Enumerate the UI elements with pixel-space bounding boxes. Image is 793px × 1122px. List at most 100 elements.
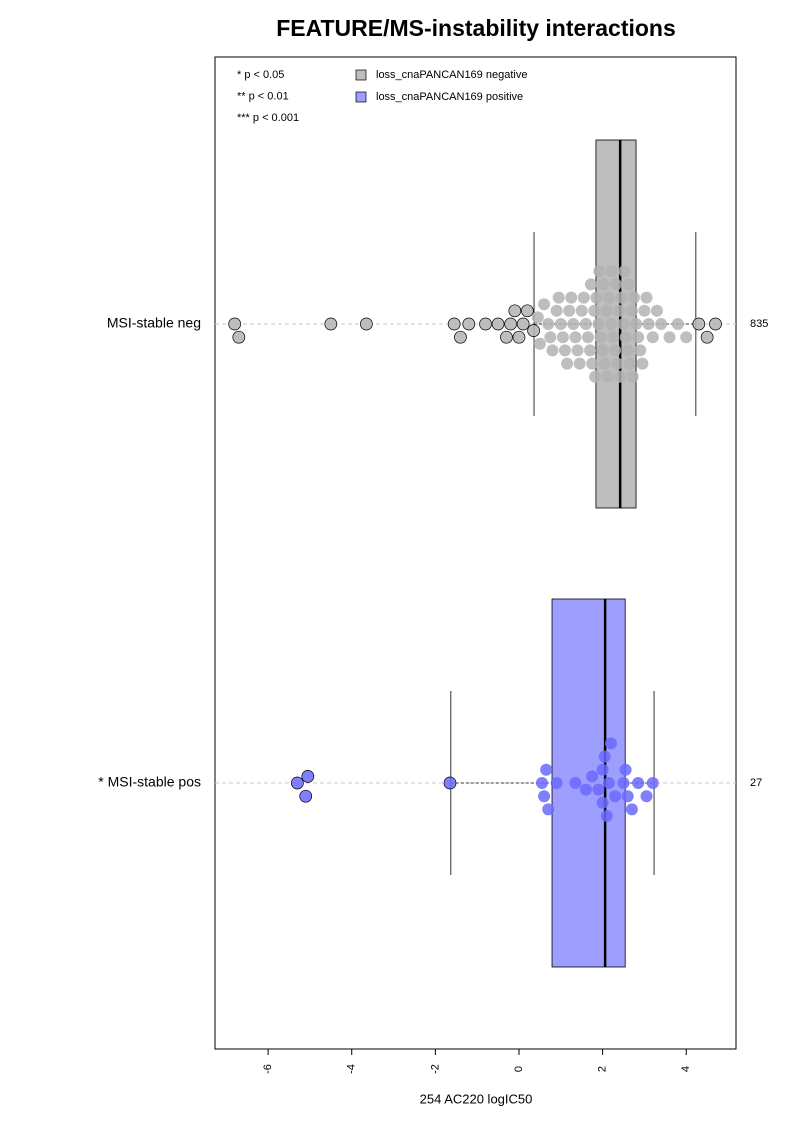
data-point (552, 291, 565, 304)
data-point (680, 331, 693, 344)
x-tick-label: 0 (513, 1066, 525, 1072)
data-point (636, 357, 649, 370)
data-point (596, 344, 609, 357)
data-point (544, 331, 557, 344)
data-point (556, 331, 569, 344)
data-point (618, 265, 631, 278)
data-point (565, 291, 578, 304)
data-point (575, 304, 588, 317)
data-point (626, 370, 639, 383)
data-point (500, 330, 513, 344)
legend-swatch (355, 69, 367, 81)
data-point (604, 318, 617, 330)
data-point (650, 304, 663, 317)
data-point (709, 317, 722, 331)
data-point (640, 790, 653, 803)
data-point (504, 317, 517, 331)
data-point (634, 344, 647, 357)
data-point (584, 278, 597, 291)
data-point (590, 291, 603, 304)
data-point (563, 304, 576, 317)
data-point (569, 331, 582, 344)
data-point (301, 770, 315, 783)
data-point (538, 790, 551, 803)
data-point (601, 370, 614, 383)
data-point (609, 278, 622, 291)
data-point (542, 803, 555, 816)
data-point (567, 318, 580, 330)
data-point (622, 278, 635, 291)
data-point (700, 330, 714, 344)
data-point (602, 291, 615, 304)
data-point (632, 331, 645, 344)
data-point (508, 304, 522, 318)
data-point (630, 318, 643, 330)
data-point (573, 357, 586, 370)
data-point (586, 770, 599, 783)
data-point (617, 318, 630, 330)
category-label: * MSI-stable pos (98, 774, 201, 790)
data-point (621, 344, 634, 357)
legend-label: loss_cnaPANCAN169 negative (376, 69, 527, 81)
x-tick-label: -6 (262, 1064, 274, 1074)
data-point (625, 803, 638, 816)
data-point (655, 318, 668, 330)
data-point (600, 304, 613, 317)
data-point (584, 344, 597, 357)
data-point (479, 317, 492, 331)
data-point (232, 330, 246, 344)
data-point (558, 344, 571, 357)
data-point (542, 318, 555, 330)
data-point (554, 318, 567, 330)
data-point (540, 763, 553, 776)
data-point (550, 304, 563, 317)
data-point (609, 790, 622, 803)
significance-note: *** p < 0.001 (237, 112, 299, 124)
data-point (617, 777, 630, 789)
x-axis-label: 254 AC220 logIC50 (420, 1091, 533, 1106)
data-point (598, 357, 611, 370)
data-point (646, 777, 659, 789)
data-point (360, 317, 373, 331)
data-point (569, 777, 582, 789)
data-point (692, 317, 706, 331)
data-point (615, 291, 628, 304)
data-point (592, 783, 605, 796)
data-point (638, 304, 651, 317)
category-label: MSI-stable neg (107, 315, 201, 331)
data-point (625, 304, 638, 317)
data-point (642, 318, 655, 330)
legend-swatch (355, 91, 367, 103)
data-point (609, 344, 622, 357)
data-point (594, 331, 607, 344)
data-point (588, 304, 601, 317)
significance-note: * p < 0.05 (237, 69, 284, 81)
data-point (571, 344, 584, 357)
data-point (597, 278, 610, 291)
legend-label: loss_cnaPANCAN169 positive (376, 91, 523, 103)
data-point (632, 777, 645, 789)
data-point (614, 370, 627, 383)
data-point (646, 331, 659, 344)
data-point (611, 357, 624, 370)
data-point (535, 777, 548, 789)
data-point (604, 737, 617, 750)
data-point (512, 330, 526, 344)
x-tick-label: -2 (429, 1064, 441, 1074)
count-label: 27 (750, 777, 762, 789)
data-point (592, 318, 605, 330)
data-point (581, 331, 594, 344)
data-point (589, 370, 602, 383)
data-point (527, 324, 540, 337)
data-point (531, 311, 544, 324)
count-label: 835 (750, 318, 768, 330)
data-point (598, 750, 611, 763)
data-point (520, 304, 534, 318)
data-point (324, 317, 338, 331)
data-point (671, 318, 684, 330)
plot-frame (214, 56, 737, 1050)
x-tick-label: -4 (346, 1064, 358, 1074)
data-point (228, 317, 242, 331)
data-point (491, 317, 505, 331)
